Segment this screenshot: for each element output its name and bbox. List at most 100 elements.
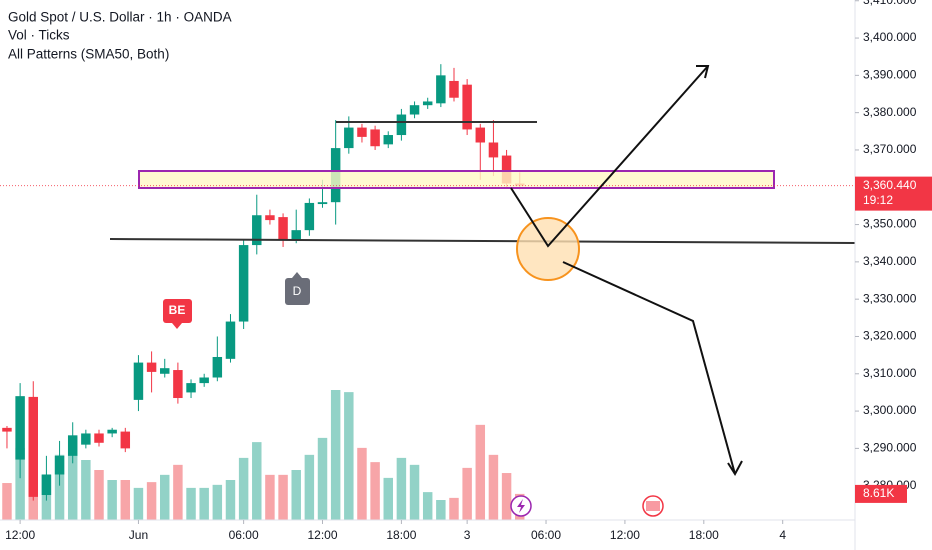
candle-body xyxy=(383,135,393,145)
volume-bar xyxy=(330,390,341,520)
volume-bar xyxy=(475,424,486,520)
volume-bar xyxy=(436,500,446,520)
symbol-title[interactable]: Gold Spot / U.S. Dollar · 1h · OANDA xyxy=(8,10,232,25)
volume-tag-label: 8.61K xyxy=(863,486,894,500)
volume-bar xyxy=(462,467,472,520)
candle-body xyxy=(146,362,157,372)
event-glyph xyxy=(517,499,525,513)
volume-bar xyxy=(54,454,65,520)
volume-bar xyxy=(67,436,78,520)
volume-bar xyxy=(317,437,328,520)
candle-body xyxy=(67,435,78,456)
zone-box xyxy=(138,170,775,189)
volume-bar xyxy=(265,474,275,520)
candle-body xyxy=(199,377,209,384)
candle-body xyxy=(265,215,275,221)
candle-body xyxy=(133,362,144,400)
x-tick-label: 3 xyxy=(464,528,471,542)
candle-body xyxy=(436,75,446,104)
price-tag-label: 3,360.440 xyxy=(863,178,917,192)
candle-body xyxy=(291,230,301,240)
volume-bar xyxy=(422,492,433,520)
candle-body xyxy=(449,80,459,98)
volume-bar xyxy=(370,462,380,520)
x-tick-label: 18:00 xyxy=(386,528,416,542)
marker-text: D xyxy=(293,284,302,298)
candle-body xyxy=(160,368,170,374)
y-tick-label: 3,320.000 xyxy=(863,329,917,343)
volume-bar xyxy=(173,464,183,520)
marker-bg xyxy=(285,278,310,305)
price-tag xyxy=(855,176,932,211)
x-tick-label: 18:00 xyxy=(689,528,719,542)
countdown-label: 19:12 xyxy=(863,193,893,207)
indicator-legend[interactable]: All Patterns (SMA50, Both) xyxy=(8,47,169,62)
volume-bar xyxy=(449,497,459,520)
x-tick-label: 12:00 xyxy=(610,528,640,542)
marker-text: BE xyxy=(169,303,186,317)
event-icons xyxy=(510,495,664,517)
y-tick-label: 3,310.000 xyxy=(863,366,917,380)
marker-bg xyxy=(163,299,192,323)
candle-body xyxy=(212,356,223,378)
candle-body xyxy=(94,433,104,443)
y-tick-label: 3,290.000 xyxy=(863,441,917,455)
volume-bar xyxy=(120,480,131,520)
candle-body xyxy=(422,101,433,106)
y-tick-label: 3,410.000 xyxy=(863,0,917,7)
arrow-head xyxy=(696,65,710,79)
target-circle xyxy=(516,217,580,281)
y-tick-label: 3,340.000 xyxy=(863,254,917,268)
x-tick-label: 4 xyxy=(779,528,786,542)
y-tick-label: 3,300.000 xyxy=(863,403,917,417)
y-tick-label: 3,350.000 xyxy=(863,217,917,231)
x-tick-label: 06:00 xyxy=(531,528,561,542)
y-tick-label: 3,390.000 xyxy=(863,68,917,82)
volume-pane xyxy=(2,390,525,520)
volume-bar xyxy=(252,442,262,520)
volume-bar xyxy=(107,480,117,520)
candle-body xyxy=(475,127,486,143)
candle-body xyxy=(28,396,38,497)
candle-body xyxy=(225,321,236,359)
volume-bar xyxy=(2,483,12,520)
support-line xyxy=(109,238,856,244)
volume-bar xyxy=(160,474,170,520)
y-tick-label: 3,380.000 xyxy=(863,105,917,119)
candle-body xyxy=(186,383,196,393)
candle-body xyxy=(317,202,328,205)
volume-bar xyxy=(501,473,512,520)
volume-legend[interactable]: Vol · Ticks xyxy=(8,28,70,43)
volume-bar xyxy=(488,454,499,520)
candle-body xyxy=(252,215,262,246)
candle-body xyxy=(41,474,52,496)
header-bg xyxy=(0,0,240,66)
x-tick-label: 06:00 xyxy=(229,528,259,542)
candle-body xyxy=(238,245,249,322)
candle-body xyxy=(396,114,407,136)
candle-body xyxy=(15,396,25,460)
x-tick-label: Jun xyxy=(129,528,148,542)
candle-body xyxy=(357,127,367,137)
y-tick-label: 3,330.000 xyxy=(863,291,917,305)
volume-bar xyxy=(133,487,144,520)
marker-d: D xyxy=(285,272,310,305)
marker-tip xyxy=(292,272,302,278)
candle-body xyxy=(488,142,499,158)
volume-bar xyxy=(238,457,249,520)
volume-bar xyxy=(225,480,236,520)
candle-body xyxy=(173,370,183,399)
volume-bar xyxy=(186,487,196,520)
candle-body xyxy=(120,431,131,449)
volume-bar xyxy=(146,482,157,520)
volume-tag xyxy=(855,484,907,503)
volume-bar xyxy=(199,487,209,520)
candle-body xyxy=(54,455,65,475)
volume-bar xyxy=(15,447,25,520)
volume-bar xyxy=(383,477,393,520)
candle-body xyxy=(2,427,12,432)
candle-body xyxy=(501,155,512,184)
x-tick-label: 12:00 xyxy=(307,528,337,542)
